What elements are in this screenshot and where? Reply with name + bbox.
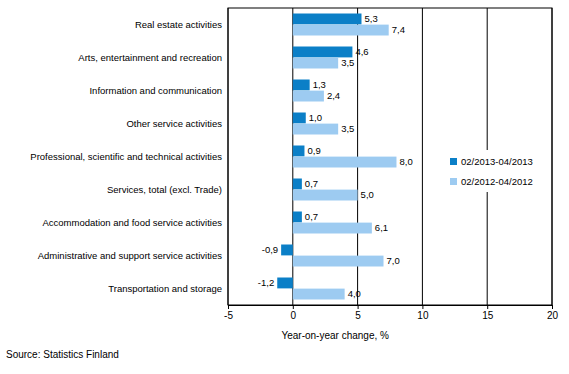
bar [293,289,345,300]
tick: 5 [355,305,361,321]
tick-mark [293,305,294,309]
tick-label: -5 [224,310,233,321]
axis-line [229,306,553,310]
category-label: Services, total (excl. Trade) [107,184,222,195]
data-label: 0,7 [305,211,318,222]
data-label: 2,4 [327,90,340,101]
category-label: Professional, scientific and technical a… [30,151,222,162]
tick: Real estate activities [135,19,222,30]
legend-label: 02/2012-04/2012 [461,176,533,187]
axis-title: Year-on-year change, % [281,330,389,341]
bar [293,58,338,69]
tick: Services, total (excl. Trade) [107,184,222,195]
x-axis: -5 0 5 10 15 20 [224,305,558,321]
y-axis: Real estate activities Arts, entertainmen… [30,19,222,294]
bar [277,278,293,289]
tick: Professional, scientific and technical a… [30,151,222,162]
data-label: 3,5 [341,57,354,68]
data-labels: 5,3 4,6 1,3 1,0 0,9 0,7 0,7 -0,9 -1,2 7,4 3,5 2,4 3,… [258,13,413,299]
tick-label: 0 [291,310,297,321]
legend-background [444,150,538,192]
tick: 0 [291,305,297,321]
tick-mark [358,305,359,309]
data-label: 0,7 [305,178,318,189]
tick-label: 5 [355,310,361,321]
bar [293,14,362,25]
category-label: Real estate activities [135,19,222,30]
bar [293,179,302,190]
tick: 10 [417,305,429,321]
tick: -5 [224,305,233,321]
category-label: Transportation and storage [108,283,222,294]
chart: 5,3 4,6 1,3 1,0 0,9 0,7 0,7 -0,9 -1,2 7,4 3,5 2,4 3,… [0,0,569,374]
data-label: 7,0 [387,255,400,266]
bar [293,223,372,234]
data-label: 4,6 [355,46,368,57]
category-label: Accommodation and food service activitie… [42,217,222,228]
category-label: Information and communication [89,85,222,96]
bar [293,80,310,91]
tick: Arts, entertainment and recreation [78,52,222,63]
bar [293,124,338,135]
tick: Information and communication [89,85,222,96]
data-label: -0,9 [262,244,278,255]
legend: 02/2013-04/2013 02/2012-04/2012 [444,150,538,192]
annotation: Source: Statistics Finland [6,349,119,360]
tick-mark [552,305,553,309]
data-label: 5,3 [364,13,377,24]
bar [293,256,384,267]
data-label: 6,1 [375,222,388,233]
tick: Accommodation and food service activitie… [42,217,222,228]
category-label: Administrative and support service activ… [38,250,223,261]
bar [293,47,353,58]
plot-frame [228,8,552,305]
tick-mark [487,305,488,309]
bar [293,190,358,201]
data-label: 1,3 [313,79,326,90]
category-label: Arts, entertainment and recreation [78,52,222,63]
tick: Other service activities [126,118,222,129]
data-label: 3,5 [341,123,354,134]
bar [293,146,305,157]
data-label: 0,9 [307,145,320,156]
bar [293,157,397,168]
grid [228,8,552,305]
legend-swatch [450,158,457,165]
data-label: -1,2 [258,277,274,288]
data-label: 7,4 [392,24,405,35]
bar [293,25,389,36]
tick: 20 [547,305,559,321]
tick-mark [228,305,229,309]
category-label: Other service activities [126,118,222,129]
tick-label: 10 [417,310,429,321]
tick: Administrative and support service activ… [38,250,223,261]
data-label: 4,0 [348,288,361,299]
legend-item: 02/2013-04/2013 [450,156,533,167]
bar [281,245,293,256]
tick-label: 15 [482,310,494,321]
tick-label: 20 [547,310,559,321]
data-label: 1,0 [309,112,322,123]
data-label: 5,0 [361,189,374,200]
legend-item: 02/2012-04/2012 [450,176,533,187]
tick-mark [422,305,423,309]
grid-line [422,8,423,305]
tick: 15 [482,305,494,321]
bar [293,91,324,102]
bars [277,14,396,300]
data-label: 8,0 [399,156,412,167]
plot: 5,3 4,6 1,3 1,0 0,9 0,7 0,7 -0,9 -1,2 7,4 3,5 2,4 3,… [30,8,558,321]
bar [293,212,302,223]
legend-label: 02/2013-04/2013 [461,156,533,167]
tick: Transportation and storage [108,283,222,294]
bar [293,113,306,124]
legend-swatch [450,178,457,185]
